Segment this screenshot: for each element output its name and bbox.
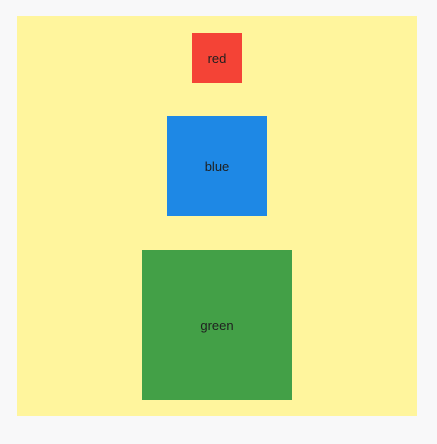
- red-box[interactable]: red: [192, 33, 242, 83]
- blue-box[interactable]: blue: [167, 116, 267, 216]
- green-box[interactable]: green: [142, 250, 292, 400]
- green-box-label: green: [200, 317, 234, 333]
- red-box-label: red: [207, 50, 227, 66]
- blue-box-label: blue: [204, 158, 230, 174]
- yellow-panel: red blue green: [17, 16, 417, 416]
